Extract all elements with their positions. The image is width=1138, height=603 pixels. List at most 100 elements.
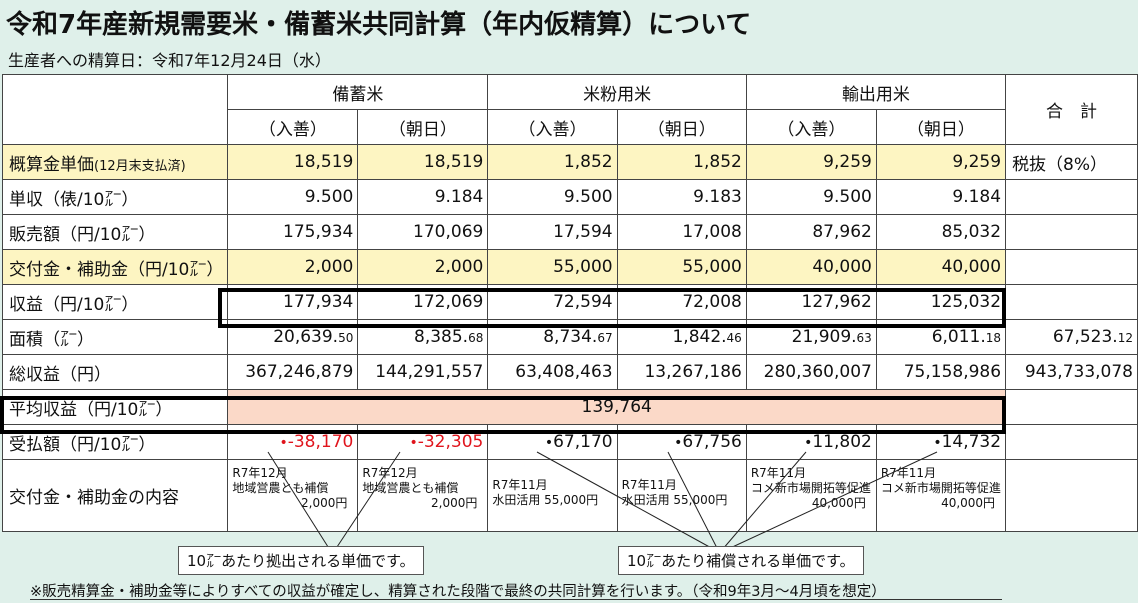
cell: 9.184: [875, 179, 1007, 215]
corner-cell: [1, 74, 229, 145]
cell: 55,000: [487, 249, 618, 285]
subsidy-note: R7年11月 水田活用 55,000円: [487, 459, 618, 532]
subsidy-note: R7年11月 コメ新市場開拓等促進 40,000円: [745, 459, 877, 532]
total-profit-sum: 943,733,078: [1005, 354, 1138, 390]
group-header-export: 輸出用米: [745, 74, 1007, 110]
page-title: 令和7年産新規需要米・備蓄米共同計算（年内仮精算）について: [6, 10, 752, 40]
group-header-row: 備蓄米 米粉用米 輸出用米 合 計: [1, 74, 1138, 145]
cell: 20,639.50: [227, 319, 359, 355]
total-header: 合 計: [1005, 74, 1138, 145]
cell: 9.500: [487, 179, 618, 215]
cell: 172,069: [357, 284, 489, 320]
cell: •14,732: [875, 424, 1007, 460]
cell: 170,069: [357, 214, 489, 250]
cell: 21,909.63: [745, 319, 877, 355]
cell: •-38,170: [227, 424, 359, 460]
subheader: （朝日）: [616, 109, 747, 145]
cell: 1,842.46: [616, 319, 747, 355]
cell: 175,934: [227, 214, 359, 250]
area-total: 67,523.12: [1005, 319, 1138, 355]
cell: 280,360,007: [745, 354, 877, 390]
settlement-table: 備蓄米 米粉用米 輸出用米 合 計 （入善） （朝日） （入善） （朝日） （入…: [1, 74, 1138, 532]
row-area: 面積（㌃） 20,639.50 8,385.68 8,734.67 1,842.…: [1, 319, 1138, 355]
footer-note: ※販売精算金・補助金等によりすべての収益が確定し、精算された段階で最終の共同計算…: [30, 584, 886, 600]
cell: 2,000: [357, 249, 489, 285]
empty-total: [1005, 179, 1138, 215]
cell: 72,008: [616, 284, 747, 320]
row-label: 交付金・補助金の内容: [1, 459, 229, 532]
cell: 17,008: [616, 214, 747, 250]
footer-underline: [30, 599, 1002, 600]
cell: 40,000: [745, 249, 877, 285]
cell: 9.184: [357, 179, 489, 215]
cell: 9.183: [616, 179, 747, 215]
row-settlement: 受払額（円/10㌃） •-38,170 •-32,305 •67,170 •67…: [1, 424, 1138, 460]
cell: 18,519: [357, 144, 489, 180]
cell: 6,011.18: [875, 319, 1007, 355]
row-subsidy: 交付金・補助金（円/10㌃） 2,000 2,000 55,000 55,000…: [1, 249, 1138, 285]
subheader: （入善）: [487, 109, 618, 145]
cell: •67,756: [616, 424, 747, 460]
row-label: 販売額（円/10㌃）: [1, 214, 229, 250]
row-label: 受払額（円/10㌃）: [1, 424, 229, 460]
cell: 8,734.67: [487, 319, 618, 355]
empty-total: [1005, 389, 1138, 425]
row-avg-profit: 平均収益（円/10㌃） 139,764: [1, 389, 1138, 425]
cell: 367,246,879: [227, 354, 359, 390]
row-label: 収益（円/10㌃）: [1, 284, 229, 320]
cell: 85,032: [875, 214, 1007, 250]
callout-compensation: 10㌃あたり補償される単価です。: [618, 546, 864, 575]
subheader: （朝日）: [875, 109, 1007, 145]
cell: 55,000: [616, 249, 747, 285]
cell: 177,934: [227, 284, 359, 320]
cell: 75,158,986: [875, 354, 1007, 390]
cell: 9.500: [227, 179, 359, 215]
subheader-row: （入善） （朝日） （入善） （朝日） （入善） （朝日）: [3, 109, 1138, 145]
cell: 72,594: [487, 284, 618, 320]
cell: 2,000: [227, 249, 359, 285]
empty-total: [1005, 459, 1138, 532]
cell: 9.500: [745, 179, 877, 215]
cell: 1,852: [616, 144, 747, 180]
row-unit-price: 概算金単価(12月末支払済) 18,519 18,519 1,852 1,852…: [1, 144, 1138, 180]
empty-total: [1005, 284, 1138, 320]
cell: 127,962: [745, 284, 877, 320]
cell: 87,962: [745, 214, 877, 250]
subheader: （入善）: [227, 109, 359, 145]
subsidy-note: R7年12月 地域営農とも補償 2,000円: [227, 459, 359, 532]
cell: 1,852: [487, 144, 618, 180]
row-label: 概算金単価(12月末支払済): [1, 144, 229, 180]
row-subsidy-detail: 交付金・補助金の内容 R7年12月 地域営農とも補償 2,000円 R7年12月 地域…: [1, 459, 1138, 532]
cell: 9,259: [875, 144, 1007, 180]
empty-total: [1005, 214, 1138, 250]
empty-total: [1005, 424, 1138, 460]
group-header-rice-flour: 米粉用米: [487, 74, 747, 110]
row-label: 面積（㌃）: [1, 319, 229, 355]
avg-profit-value: 139,764: [227, 389, 1007, 425]
row-label: 単収（俵/10㌃）: [1, 179, 229, 215]
row-sales: 販売額（円/10㌃） 175,934 170,069 17,594 17,008…: [1, 214, 1138, 250]
subheader: （入善）: [745, 109, 877, 145]
cell: •-32,305: [357, 424, 489, 460]
row-yield: 単収（俵/10㌃） 9.500 9.184 9.500 9.183 9.500 …: [1, 179, 1138, 215]
subheader: （朝日）: [357, 109, 489, 145]
subsidy-note: R7年12月 地域営農とも補償 2,000円: [357, 459, 489, 532]
row-label: 平均収益（円/10㌃）: [1, 389, 229, 425]
cell: 144,291,557: [357, 354, 489, 390]
subsidy-note: R7年11月 コメ新市場開拓等促進 40,000円: [875, 459, 1007, 532]
cell: •67,170: [487, 424, 618, 460]
cell: 9,259: [745, 144, 877, 180]
callout-contribution: 10㌃あたり拠出される単価です。: [178, 546, 424, 575]
cell: 13,267,186: [616, 354, 747, 390]
subsidy-note: R7年11月 水田活用 55,000円: [616, 459, 747, 532]
cell: 18,519: [227, 144, 359, 180]
tax-note: 税抜（8%）: [1005, 144, 1138, 180]
cell: 8,385.68: [357, 319, 489, 355]
cell: •11,802: [745, 424, 877, 460]
cell: 63,408,463: [487, 354, 618, 390]
row-profit: 収益（円/10㌃） 177,934 172,069 72,594 72,008 …: [1, 284, 1138, 320]
row-total-profit: 総収益（円） 367,246,879 144,291,557 63,408,46…: [1, 354, 1138, 390]
group-header-reserve: 備蓄米: [227, 74, 489, 110]
row-label: 総収益（円）: [1, 354, 229, 390]
cell: 40,000: [875, 249, 1007, 285]
